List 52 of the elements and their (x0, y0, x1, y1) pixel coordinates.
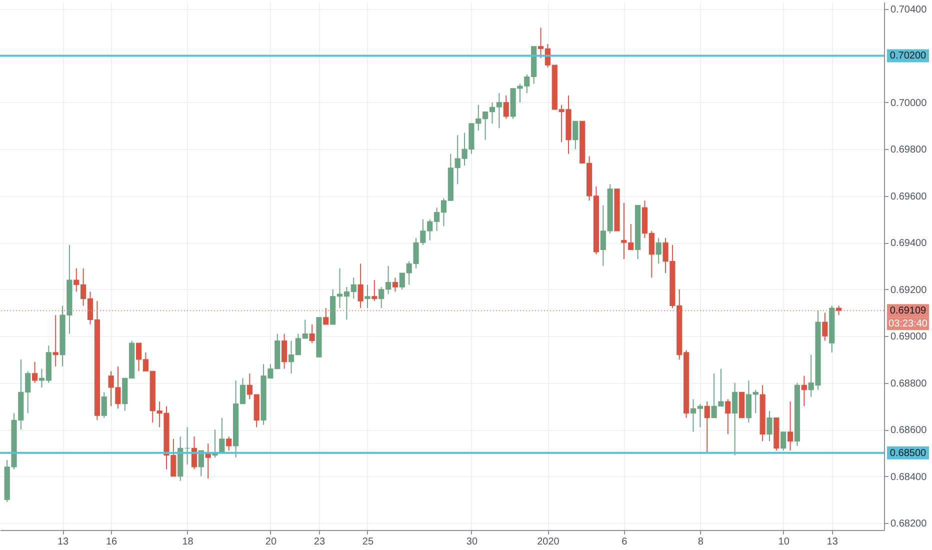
candlestick (503, 94, 509, 120)
y-tick-label: 0.69400 (890, 238, 928, 250)
ref-line-label: 0.69109 (890, 306, 927, 317)
candlestick (780, 431, 786, 452)
candlestick (392, 277, 398, 292)
candlestick (184, 426, 190, 466)
x-tick-label: 6 (622, 536, 628, 548)
candlestick (226, 436, 232, 452)
y-tick-label: 0.68600 (890, 425, 928, 436)
y-tick-label: 0.68800 (890, 378, 928, 390)
candlestick (656, 237, 662, 264)
candlestick (282, 333, 288, 370)
candlestick (52, 314, 58, 367)
x-tick-label: 13 (57, 536, 70, 548)
text: 03:23:40 (888, 318, 928, 330)
ref-line-label: 0.70200 (890, 50, 927, 62)
candlestick (323, 308, 329, 325)
x-tick-label: 18 (182, 536, 194, 548)
candlestick (219, 417, 225, 454)
y-tick-label: 0.69800 (890, 144, 928, 156)
candlestick (725, 398, 731, 435)
y-tick-label: 0.68200 (890, 518, 928, 530)
candlestick (32, 361, 38, 384)
x-tick-label: 8 (698, 536, 704, 548)
candlestick (309, 324, 315, 344)
candlestick (822, 312, 828, 342)
candlestick (732, 382, 738, 456)
y-tick-label: 0.69200 (890, 284, 928, 296)
candlestick (836, 305, 842, 316)
x-tick-label: 13 (826, 536, 838, 548)
x-tick-label: 20 (265, 536, 277, 548)
candlestick (101, 392, 107, 418)
y-tick-label: 0.69600 (890, 191, 928, 202)
x-tick-label: 30 (466, 536, 478, 548)
x-tick-label: 23 (314, 536, 326, 548)
candlestick (364, 284, 370, 309)
y-tick-label: 0.70400 (890, 4, 928, 16)
ref-line-label: 0.68500 (890, 448, 927, 459)
x-tick-label: 16 (106, 536, 118, 548)
y-tick-label: 0.69000 (890, 332, 928, 343)
candlestick (766, 410, 772, 442)
candlestick (358, 263, 364, 309)
x-tick-label: 25 (362, 536, 374, 548)
y-tick-label: 0.70000 (890, 98, 928, 109)
x-tick-label: 2020 (537, 536, 560, 548)
candlestick (801, 375, 807, 407)
candlestick (372, 280, 378, 302)
candlestick (704, 401, 710, 454)
candlestick (787, 401, 794, 452)
x-tick-label: 10 (778, 536, 790, 548)
y-tick-label: 0.68400 (890, 472, 928, 483)
candlestick (572, 120, 578, 150)
